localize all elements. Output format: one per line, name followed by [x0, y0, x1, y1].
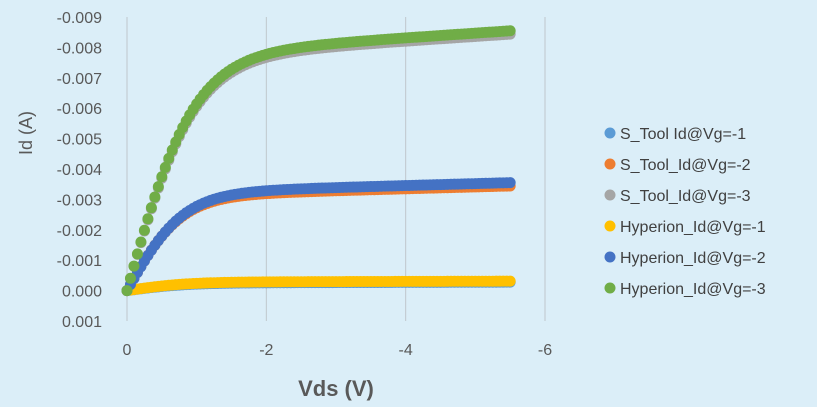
y-tick-label: -0.006	[57, 101, 102, 118]
data-point	[159, 161, 171, 173]
legend: S_Tool Id@Vg=-1 S_Tool_Id@Vg=-2 S_Tool_Id@…	[604, 126, 766, 298]
series-S_Tool_Id@Vg=-3	[121, 28, 516, 297]
legend-marker	[604, 127, 616, 139]
y-tick-label: -0.001	[57, 253, 102, 270]
legend-label: Hyperion_Id@Vg=-2	[620, 250, 766, 267]
y-tick-label: -0.004	[57, 162, 102, 179]
data-point	[156, 171, 168, 183]
y-tick-label: -0.007	[57, 71, 102, 88]
legend-item: S_Tool Id@Vg=-1	[604, 126, 746, 143]
y-axis-ticks: 0.001 0.000 -0.001 -0.002 -0.003 -0.004 -0.005…	[57, 10, 102, 331]
legend-label: S_Tool_Id@Vg=-3	[620, 188, 751, 205]
grid-lines	[265, 17, 546, 321]
data-point	[152, 181, 164, 193]
y-tick-label: -0.005	[57, 132, 102, 149]
series-Hyperion_Id@Vg=-2	[121, 177, 516, 297]
legend-item: S_Tool_Id@Vg=-3	[604, 188, 751, 205]
x-axis-ticks: 0 -2 -4 -6	[123, 342, 553, 359]
legend-marker	[604, 189, 616, 201]
data-point	[504, 275, 516, 287]
legend-item: Hyperion_Id@Vg=-1	[604, 219, 766, 236]
legend-label: Hyperion_Id@Vg=-3	[620, 281, 766, 298]
y-tick-label: -0.009	[57, 10, 102, 27]
y-tick-label: 0.001	[62, 314, 102, 331]
data-point	[145, 202, 157, 214]
y-tick-label: -0.002	[57, 223, 102, 240]
data-point	[131, 248, 143, 260]
series-Hyperion_Id@Vg=-1	[121, 275, 516, 297]
legend-item: Hyperion_Id@Vg=-3	[604, 281, 766, 298]
legend-marker	[604, 220, 616, 232]
x-tick-label: -4	[399, 342, 413, 359]
legend-marker	[604, 251, 616, 263]
legend-marker	[604, 158, 616, 170]
x-tick-label: 0	[123, 342, 132, 359]
legend-label: S_Tool Id@Vg=-1	[620, 126, 746, 143]
data-point	[142, 213, 154, 225]
y-tick-label: -0.008	[57, 40, 102, 57]
legend-item: Hyperion_Id@Vg=-2	[604, 250, 766, 267]
data-point	[163, 152, 175, 164]
data-point	[504, 25, 516, 37]
data-point	[138, 224, 150, 236]
data-point	[149, 191, 161, 203]
y-tick-label: 0.000	[62, 284, 102, 301]
x-tick-label: -6	[538, 342, 552, 359]
y-axis-label: Id (A)	[16, 111, 36, 155]
legend-label: Hyperion_Id@Vg=-1	[620, 219, 766, 236]
data-point	[121, 285, 133, 297]
legend-label: S_Tool_Id@Vg=-2	[620, 157, 751, 174]
legend-item: S_Tool_Id@Vg=-2	[604, 157, 751, 174]
data-point	[128, 260, 140, 272]
data-point	[124, 272, 136, 284]
plot-area	[121, 25, 516, 297]
x-axis-label: Vds (V)	[298, 376, 374, 401]
series-Hyperion_Id@Vg=-3	[121, 25, 516, 297]
data-point	[504, 177, 516, 189]
data-point	[135, 236, 147, 248]
y-tick-label: -0.003	[57, 192, 102, 209]
legend-marker	[604, 282, 616, 294]
x-tick-label: -2	[259, 342, 273, 359]
